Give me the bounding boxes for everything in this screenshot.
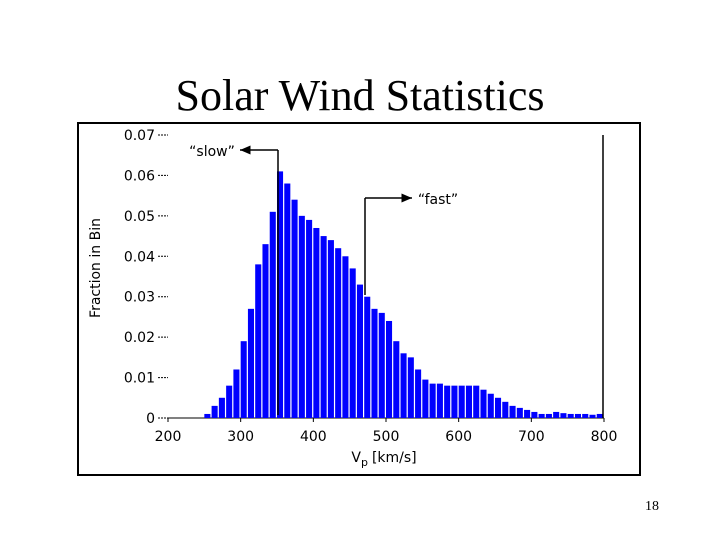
bar	[386, 320, 393, 418]
bar	[211, 405, 218, 418]
y-tick-label: 0.01	[124, 371, 155, 387]
bar	[233, 369, 240, 418]
bar	[480, 389, 487, 418]
bar	[538, 413, 545, 418]
x-label-main: V	[351, 450, 361, 466]
bar	[313, 227, 320, 418]
bar	[378, 312, 385, 418]
bar	[531, 411, 538, 418]
bar	[226, 385, 233, 418]
bar	[502, 401, 509, 418]
bar	[306, 219, 313, 418]
bar	[393, 341, 400, 418]
x-tick-label: 200	[155, 429, 182, 445]
x-tick-label: 700	[518, 429, 545, 445]
x-label-sub: p	[361, 456, 368, 469]
bar	[262, 244, 269, 418]
x-tick-label: 800	[591, 429, 618, 445]
x-tick-label: 600	[445, 429, 472, 445]
bar	[320, 236, 327, 418]
bar	[509, 405, 516, 418]
bar	[422, 379, 429, 418]
bar	[582, 413, 589, 418]
bar	[407, 357, 414, 418]
bar	[291, 199, 298, 418]
plot: 0 0.01 0.02 0.03 0.04 0.05 0.06 0.07 200 300 400 50…	[124, 128, 618, 445]
x-axis-label: Vp [km/s]	[351, 450, 416, 469]
bar	[364, 296, 371, 418]
bar	[356, 284, 363, 418]
bar	[458, 385, 465, 418]
slide-title: Solar Wind Statistics	[176, 71, 545, 120]
bar	[269, 211, 276, 418]
y-tick-label: 0.04	[124, 249, 155, 265]
bar	[444, 385, 451, 418]
bar	[465, 385, 472, 418]
bar	[487, 393, 494, 418]
page-number: 18	[645, 499, 659, 514]
bar	[400, 353, 407, 418]
bar	[596, 413, 603, 418]
bar	[255, 264, 262, 418]
bar	[545, 413, 552, 418]
y-tick-label: 0.07	[124, 128, 155, 144]
bar	[436, 383, 443, 418]
y-tick-label: 0.03	[124, 290, 155, 306]
annotation: “slow”	[189, 144, 235, 160]
bar	[284, 183, 291, 418]
bar	[247, 308, 254, 418]
bar	[524, 409, 531, 418]
y-tick-label: 0	[146, 411, 155, 427]
bar	[451, 385, 458, 418]
y-tick-label: 0.02	[124, 330, 155, 346]
x-tick-label: 400	[300, 429, 327, 445]
y-tick-label: 0.05	[124, 209, 155, 225]
bar	[560, 413, 567, 418]
y-tick-label: 0.06	[124, 168, 155, 184]
bar	[349, 268, 356, 418]
bar	[589, 414, 596, 418]
bar	[298, 215, 305, 418]
bar	[335, 248, 342, 418]
bar	[516, 407, 523, 418]
annotation: “fast”	[418, 192, 458, 208]
bar	[240, 341, 247, 418]
bar	[342, 256, 349, 418]
bar	[371, 308, 378, 418]
bar	[553, 411, 560, 418]
y-axis-label: Fraction in Bin	[88, 218, 104, 318]
bar	[415, 369, 422, 418]
bar	[473, 385, 480, 418]
bar	[277, 171, 284, 418]
bar	[218, 397, 225, 418]
bar	[327, 240, 334, 418]
bar	[429, 383, 436, 418]
bar	[495, 397, 502, 418]
x-tick-label: 300	[227, 429, 254, 445]
x-label-unit: [km/s]	[372, 450, 417, 466]
bar	[567, 413, 574, 418]
bar	[204, 413, 211, 418]
chart-frame	[77, 122, 641, 476]
annotations: “slow” “fast”	[189, 135, 604, 418]
bar	[574, 413, 581, 418]
x-tick-label: 500	[373, 429, 400, 445]
